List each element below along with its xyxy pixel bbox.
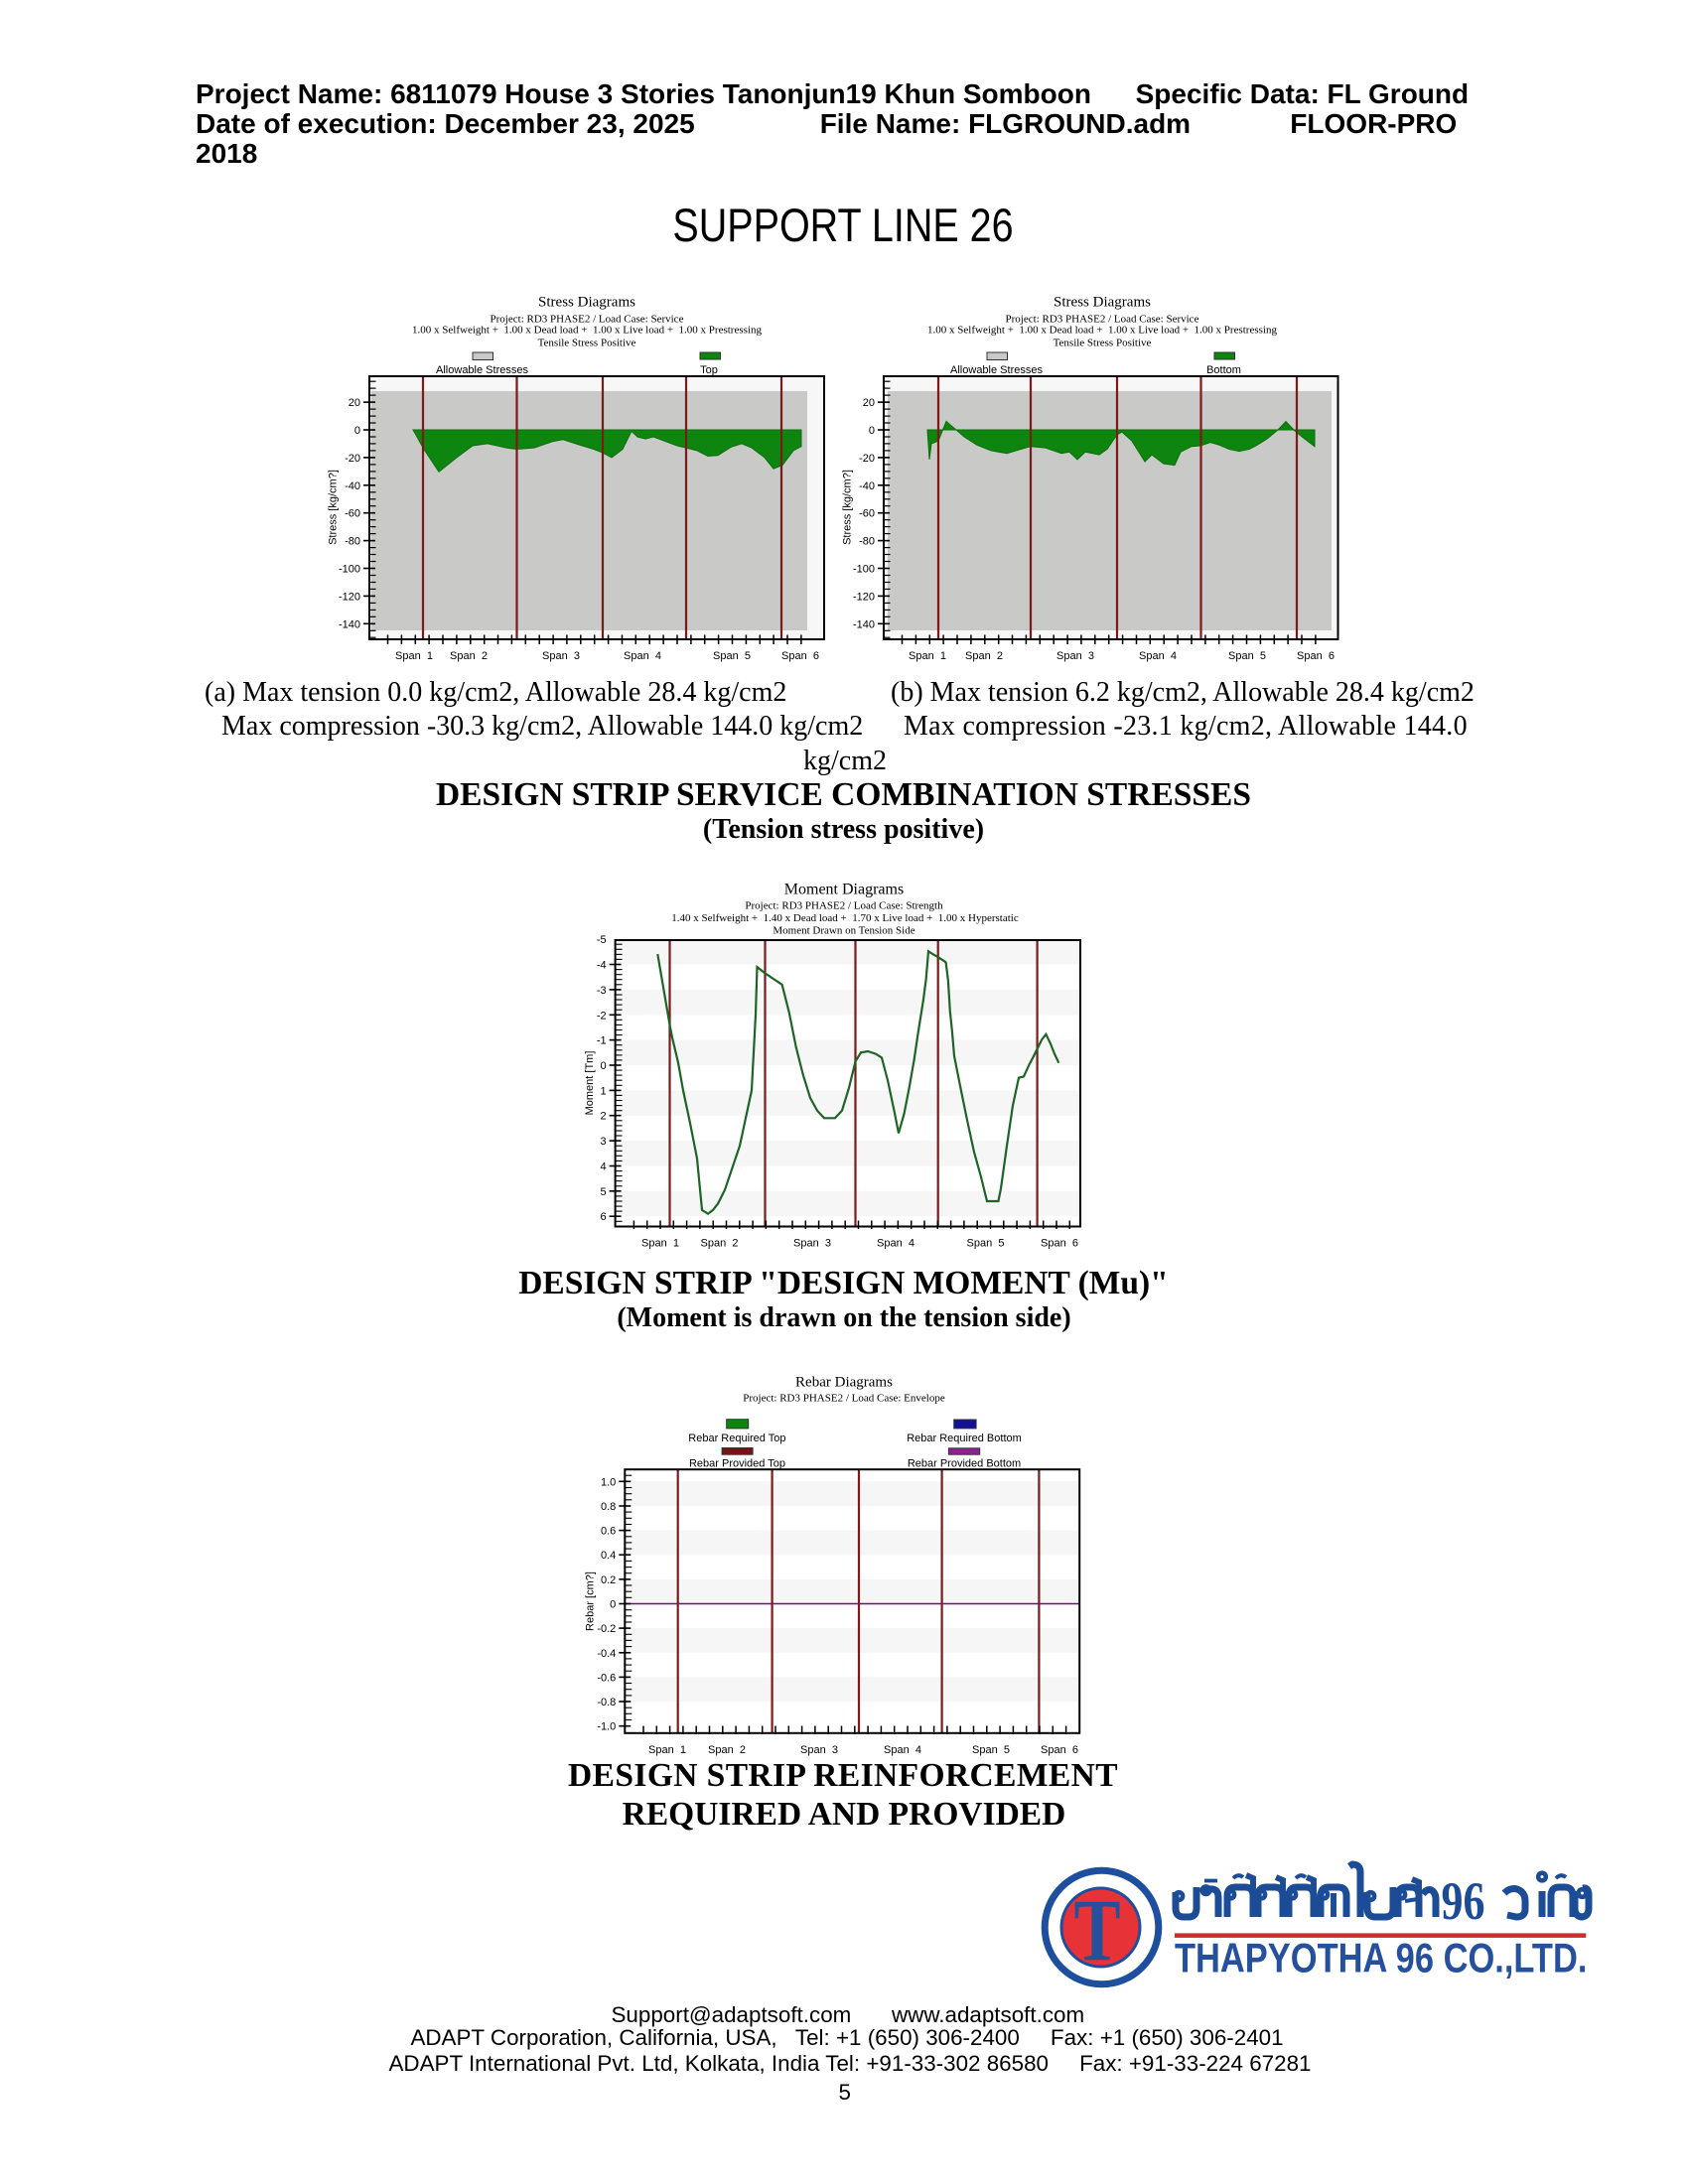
svg-text:-0.2: -0.2 (597, 1623, 616, 1635)
svg-text:Rebar Provided Top: Rebar Provided Top (689, 1457, 785, 1469)
svg-text:Project: RD3 PHASE2 / Load Cas: Project: RD3 PHASE2 / Load Case: Strengt… (745, 900, 943, 912)
svg-text:Span 3: Span 3 (1056, 650, 1094, 662)
svg-text:0: 0 (610, 1599, 616, 1611)
svg-text:-40: -40 (859, 480, 875, 492)
svg-text:-100: -100 (339, 564, 360, 576)
svg-text:-0.8: -0.8 (597, 1697, 616, 1708)
svg-text:Allowable Stresses: Allowable Stresses (436, 364, 528, 376)
svg-text:Span 3: Span 3 (793, 1238, 831, 1250)
svg-text:Stress Diagrams: Stress Diagrams (1054, 295, 1151, 311)
svg-text:T: T (1074, 1883, 1121, 1980)
svg-text:-140: -140 (339, 618, 360, 630)
svg-text:Project: RD3 PHASE2 / Load Cas: Project: RD3 PHASE2 / Load Case: Service (491, 313, 684, 325)
svg-text:Top: Top (700, 364, 718, 376)
svg-text:Project: RD3 PHASE2 / Load Cas: Project: RD3 PHASE2 / Load Case: Envelop… (743, 1393, 945, 1405)
svg-text:-60: -60 (345, 508, 360, 520)
svg-text:-20: -20 (345, 453, 360, 465)
svg-text:Stress [kg/cm?]: Stress [kg/cm?] (842, 470, 854, 545)
svg-text:-2: -2 (597, 1010, 607, 1022)
svg-text:Rebar Required Bottom: Rebar Required Bottom (907, 1433, 1022, 1444)
svg-text:1.00 x Selfweight + 1.00 x De: 1.00 x Selfweight + 1.00 x Dead load + 1… (412, 325, 762, 337)
svg-text:0.4: 0.4 (601, 1550, 616, 1562)
svg-text:Rebar [cm?]: Rebar [cm?] (585, 1571, 597, 1631)
svg-text:Span 6: Span 6 (781, 650, 819, 662)
svg-text:Moment Diagrams: Moment Diagrams (784, 881, 904, 897)
svg-text:-1: -1 (597, 1035, 607, 1047)
svg-text:96: 96 (1442, 1871, 1485, 1931)
svg-text:Span 2: Span 2 (708, 1744, 746, 1756)
svg-text:Tensile Stress Positive: Tensile Stress Positive (538, 338, 636, 349)
svg-text:20: 20 (349, 397, 360, 409)
svg-text:Allowable Stresses: Allowable Stresses (950, 364, 1043, 376)
svg-text:Span 5: Span 5 (1228, 650, 1266, 662)
svg-text:-3: -3 (597, 985, 607, 997)
svg-text:1.00 x Selfweight + 1.00 x De: 1.00 x Selfweight + 1.00 x Dead load + 1… (927, 325, 1277, 337)
svg-text:Moment Drawn on Tension Side: Moment Drawn on Tension Side (773, 925, 914, 937)
svg-text:Span 2: Span 2 (701, 1238, 739, 1250)
svg-text:Span 5: Span 5 (967, 1238, 1005, 1250)
svg-text:Span 2: Span 2 (450, 650, 488, 662)
svg-text:-40: -40 (345, 480, 360, 492)
svg-text:Rebar Required Top: Rebar Required Top (688, 1433, 785, 1444)
svg-text:Span 1: Span 1 (648, 1744, 686, 1756)
svg-text:0.6: 0.6 (601, 1526, 616, 1538)
svg-text:Stress [kg/cm?]: Stress [kg/cm?] (328, 470, 340, 545)
svg-text:-0.4: -0.4 (597, 1648, 616, 1660)
svg-text:3: 3 (600, 1136, 606, 1148)
svg-text:-80: -80 (859, 536, 875, 548)
svg-text:-140: -140 (853, 618, 875, 630)
svg-text:-120: -120 (853, 591, 875, 603)
svg-text:-100: -100 (853, 564, 875, 576)
svg-text:Span 4: Span 4 (884, 1744, 921, 1756)
svg-text:Span 4: Span 4 (624, 650, 661, 662)
svg-text:20: 20 (863, 397, 875, 409)
svg-text:Span 3: Span 3 (542, 650, 580, 662)
svg-text:Span 4: Span 4 (877, 1238, 914, 1250)
svg-text:Span 1: Span 1 (395, 650, 433, 662)
svg-text:Span 3: Span 3 (800, 1744, 838, 1756)
svg-text:4: 4 (600, 1161, 606, 1173)
svg-text:0: 0 (869, 425, 875, 437)
svg-text:Span 1: Span 1 (641, 1238, 679, 1250)
svg-text:Rebar Provided Bottom: Rebar Provided Bottom (908, 1457, 1021, 1469)
svg-text:Span 1: Span 1 (909, 650, 946, 662)
svg-text:Moment [Tm]: Moment [Tm] (584, 1051, 596, 1116)
svg-text:Span 4: Span 4 (1139, 650, 1177, 662)
svg-text:Stress Diagrams: Stress Diagrams (538, 295, 635, 311)
svg-text:THAPYOTHA 96 CO.,LTD.: THAPYOTHA 96 CO.,LTD. (1175, 1934, 1587, 1980)
svg-text:Span 5: Span 5 (972, 1744, 1010, 1756)
svg-text:-5: -5 (597, 934, 607, 946)
svg-text:-120: -120 (339, 591, 360, 603)
svg-text:-60: -60 (859, 508, 875, 520)
svg-text:Project: RD3 PHASE2 / Load Cas: Project: RD3 PHASE2 / Load Case: Service (1006, 313, 1199, 325)
svg-text:Span 6: Span 6 (1041, 1744, 1078, 1756)
svg-text:Span 2: Span 2 (965, 650, 1003, 662)
svg-text:Bottom: Bottom (1206, 364, 1241, 376)
svg-text:6: 6 (600, 1211, 606, 1223)
svg-text:-1.0: -1.0 (597, 1721, 616, 1733)
svg-text:0.8: 0.8 (601, 1501, 616, 1513)
svg-text:Span 6: Span 6 (1297, 650, 1335, 662)
svg-text:-80: -80 (345, 536, 360, 548)
svg-text:Span 6: Span 6 (1041, 1238, 1078, 1250)
svg-text:-0.6: -0.6 (597, 1672, 616, 1684)
svg-text:0: 0 (600, 1060, 606, 1072)
svg-text:Span 5: Span 5 (713, 650, 751, 662)
svg-text:1.0: 1.0 (601, 1476, 616, 1488)
svg-text:-4: -4 (597, 960, 607, 972)
svg-text:0.2: 0.2 (601, 1574, 616, 1586)
svg-text:1: 1 (600, 1085, 606, 1097)
svg-text:Tensile Stress Positive: Tensile Stress Positive (1054, 338, 1152, 349)
svg-text:1.40 x Selfweight + 1.40 x De: 1.40 x Selfweight + 1.40 x Dead load + 1… (671, 912, 1019, 924)
svg-text:-20: -20 (859, 453, 875, 465)
svg-text:5: 5 (600, 1186, 606, 1198)
svg-text:Rebar Diagrams: Rebar Diagrams (795, 1375, 893, 1391)
svg-text:2: 2 (600, 1111, 606, 1123)
svg-text:0: 0 (354, 425, 360, 437)
